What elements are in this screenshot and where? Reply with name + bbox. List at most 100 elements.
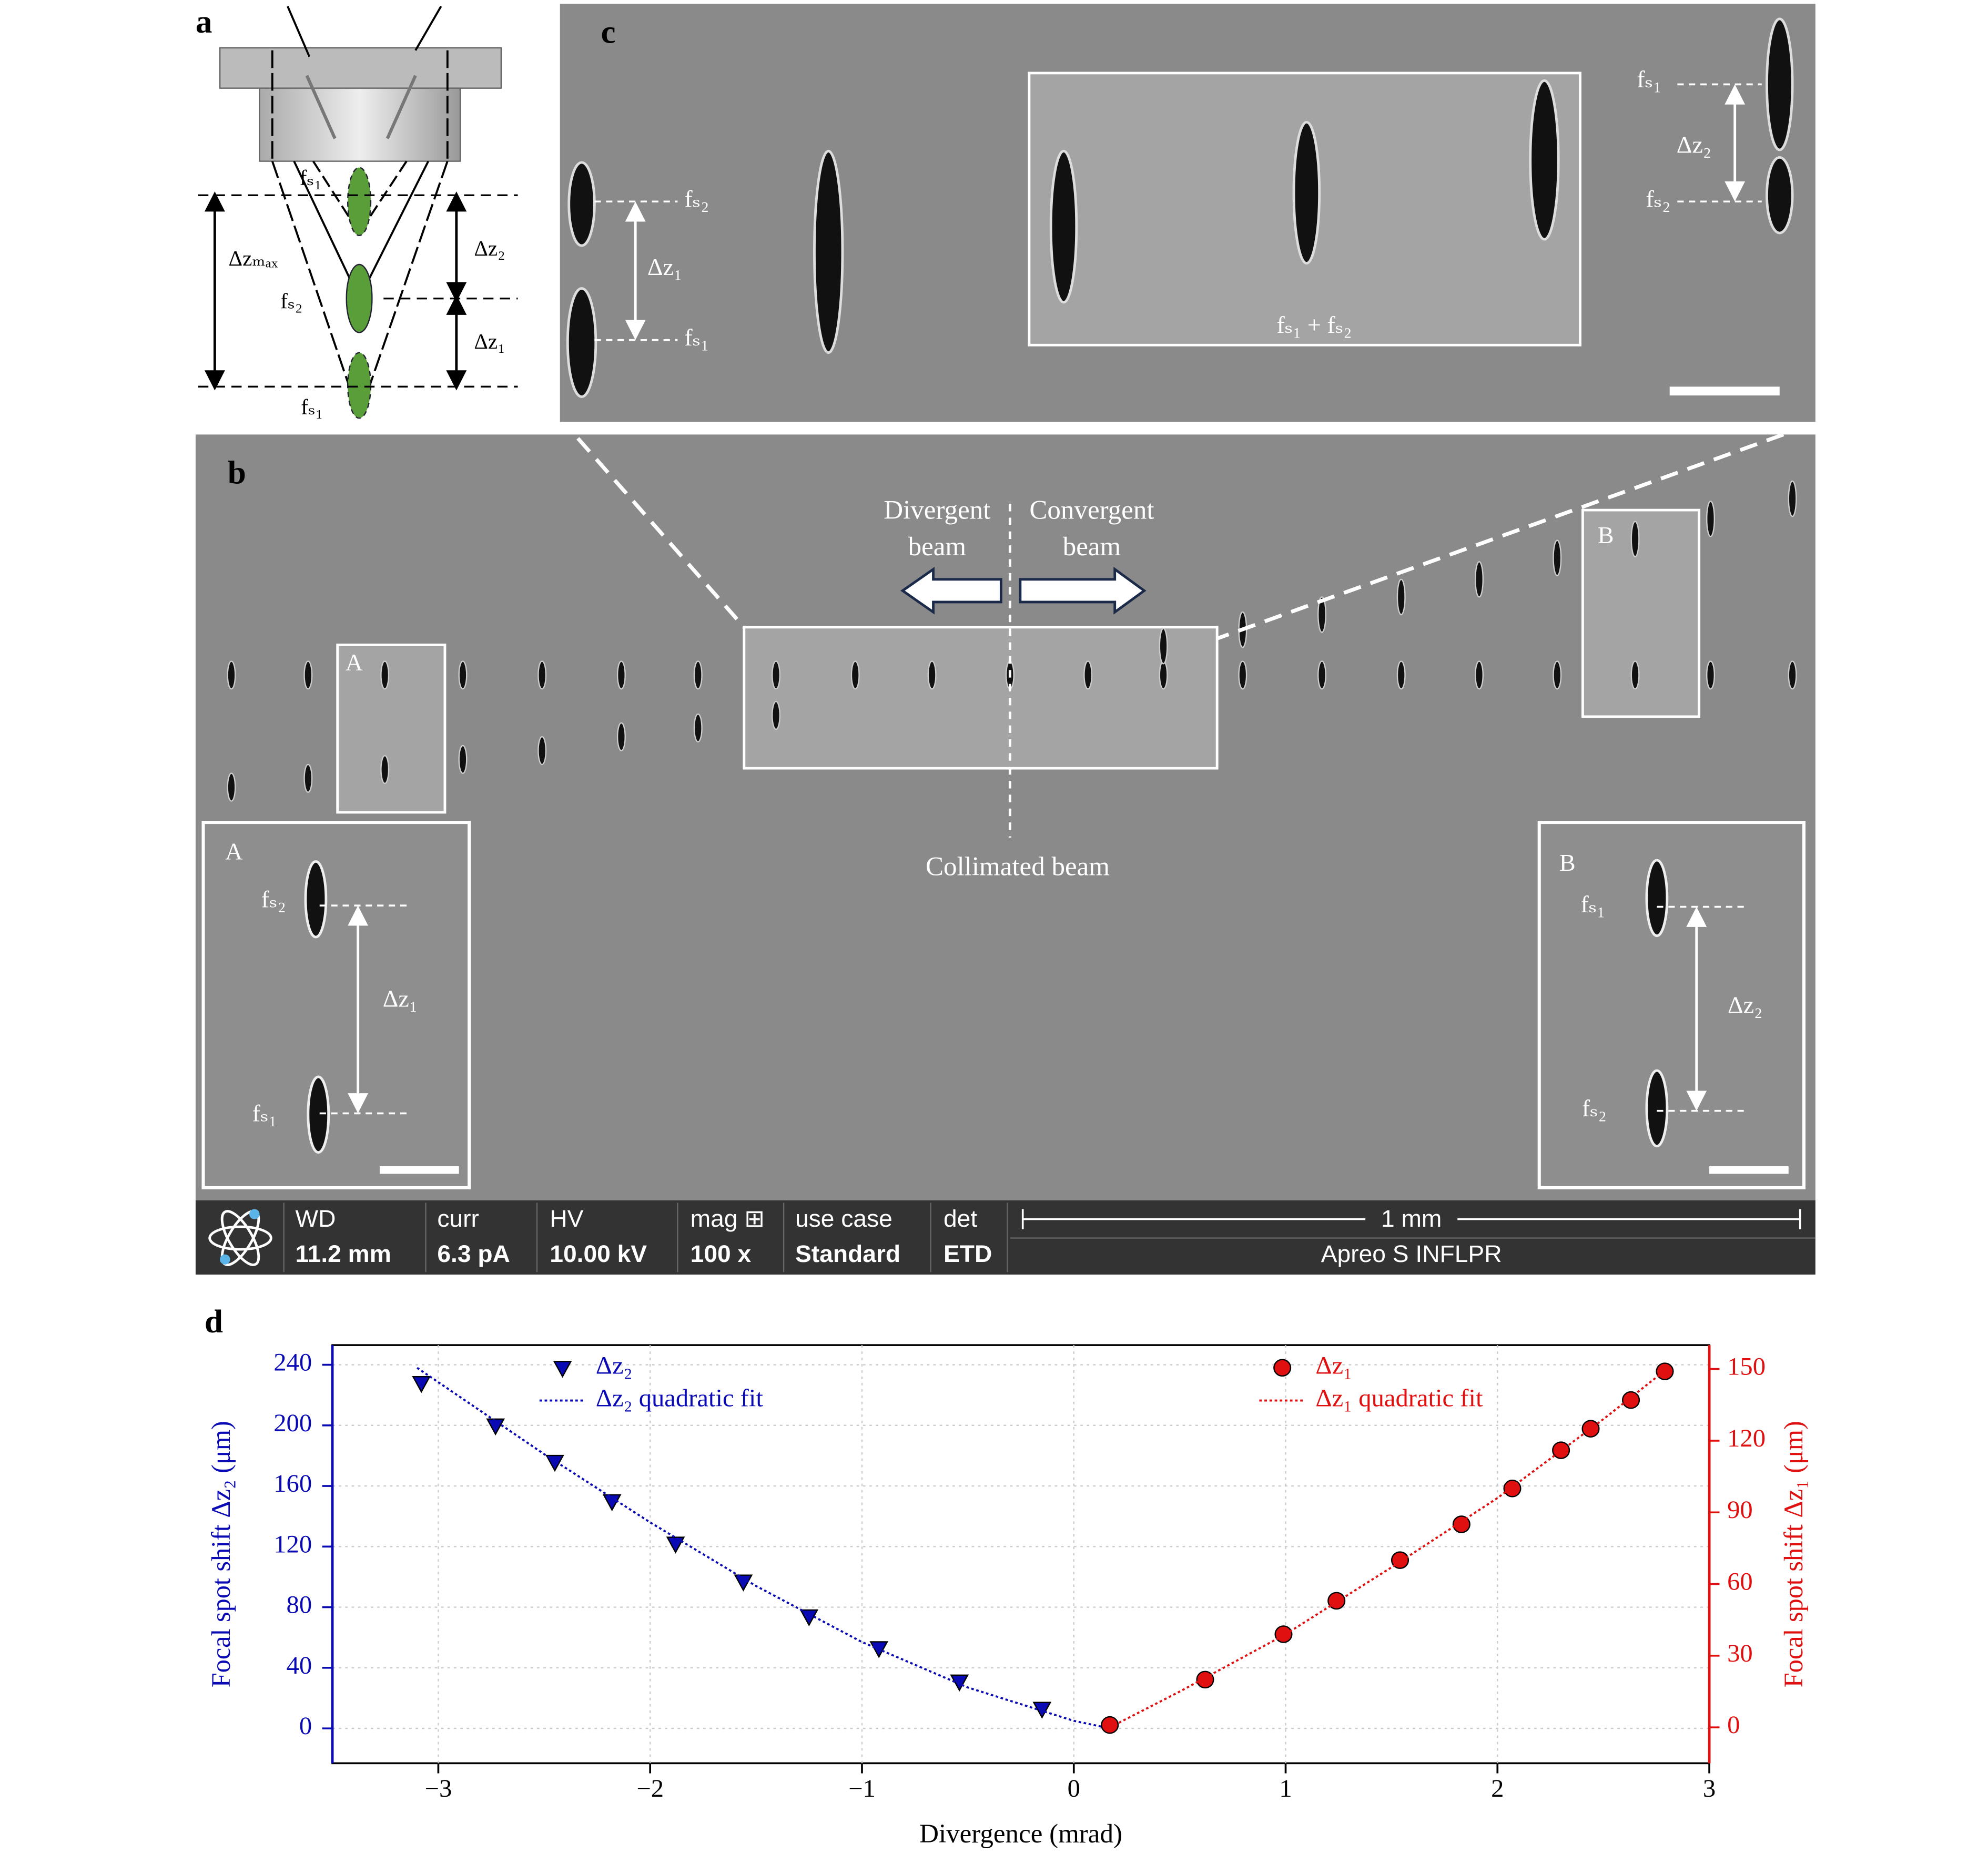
y-tick-label: 200 [273, 1409, 312, 1437]
panel-c-label: Δz₁ [647, 253, 682, 280]
hole [1706, 501, 1716, 537]
y2-tick-label: 60 [1727, 1568, 1753, 1596]
hole [1529, 79, 1560, 241]
data-point [1274, 1625, 1293, 1643]
y2-tick-label: 0 [1727, 1712, 1740, 1739]
scale-label: 1 mm [1381, 1205, 1442, 1232]
y-axis-label: Focal spot shift Δz₂ (μm) [206, 1421, 236, 1687]
panel-c-label: fₛ₂ [1646, 186, 1670, 212]
inset-b [1537, 821, 1806, 1189]
hole [1049, 150, 1078, 304]
inset-a [201, 821, 471, 1189]
inset-label: Δz₁ [383, 985, 418, 1012]
panel-c-label: fₛ₁ + fₛ₂ [1276, 312, 1352, 339]
inset-label: B [1559, 849, 1576, 876]
data-point [1622, 1391, 1640, 1409]
beam-label: Convergent [1029, 495, 1154, 525]
x-axis-label: Divergence (mrad) [919, 1819, 1122, 1848]
y-tick-label: 160 [273, 1470, 312, 1498]
hole [1475, 561, 1484, 598]
x-tick-label: −2 [636, 1775, 664, 1802]
schematic-label: Δz₁ [474, 330, 505, 354]
y-tick-label: 120 [273, 1531, 312, 1559]
info-header: det [944, 1205, 977, 1232]
hole [1766, 156, 1794, 235]
data-point [1656, 1362, 1674, 1380]
y-tick-label: 40 [287, 1652, 312, 1679]
inset-label: fₛ₂ [1582, 1095, 1607, 1122]
panel-c-label: fₛ₂ [684, 186, 709, 212]
info-header: curr [437, 1205, 479, 1232]
logo [208, 1209, 272, 1266]
legend-label: Δz₁ quadratic fit [1315, 1384, 1483, 1412]
x-tick-label: 0 [1068, 1775, 1080, 1802]
data-point [486, 1418, 505, 1436]
hole [1645, 859, 1669, 938]
y-tick-label: 80 [287, 1591, 312, 1619]
hole [566, 287, 597, 398]
panel-label: b [228, 454, 246, 491]
hole [1159, 628, 1168, 665]
legend-label: Δz₂ [596, 1352, 633, 1380]
panel-label: a [196, 4, 212, 40]
inset-label: fₛ₂ [261, 886, 286, 913]
scale-bar [379, 1166, 459, 1174]
hole [1292, 120, 1321, 265]
beam-label: beam [1063, 532, 1121, 561]
hole [1553, 660, 1562, 690]
legend-label: Δz₁ [1315, 1352, 1352, 1380]
hole [303, 763, 313, 793]
beam-label: beam [908, 532, 967, 561]
schematic-label: fₛ₂ [280, 289, 302, 313]
y2-tick-label: 30 [1727, 1639, 1753, 1667]
panel-a-schematic [198, 6, 518, 419]
box-label: B [1598, 522, 1614, 549]
hole [227, 772, 236, 802]
hole [567, 161, 596, 247]
schematic-label: Δz₂ [474, 236, 505, 260]
hole [304, 860, 328, 939]
hole [693, 713, 703, 743]
panel-b-box [743, 626, 1219, 770]
panel-label: d [205, 1303, 223, 1340]
hole [772, 700, 781, 730]
inset-guides [319, 904, 1747, 1115]
panel-c-guides [594, 83, 1762, 341]
hole [227, 660, 236, 690]
hole [693, 660, 703, 690]
panel-c-holes [566, 17, 1794, 398]
hole [1706, 660, 1716, 690]
y2-tick-label: 120 [1727, 1424, 1766, 1452]
data-point [412, 1376, 431, 1393]
legend-label: Δz₂ quadratic fit [596, 1384, 764, 1412]
hole [616, 660, 626, 690]
inset-arrows [348, 905, 1707, 1114]
beam-label: Collimated beam [926, 852, 1110, 881]
y2-axis-label: Focal spot shift Δz₁ (μm) [1779, 1421, 1808, 1687]
data-point [1391, 1551, 1409, 1569]
info-header: mag ⊞ [691, 1205, 765, 1232]
hole [1159, 660, 1168, 690]
inset-label: A [225, 838, 242, 865]
info-value: 6.3 pA [437, 1240, 510, 1267]
x-tick-label: 2 [1491, 1775, 1504, 1802]
panel-c-label: fₛ₁ [684, 324, 709, 351]
y2-tick-label: 90 [1727, 1496, 1753, 1524]
hole [1317, 660, 1327, 690]
plot [322, 1345, 1720, 1774]
y-tick-label: 0 [299, 1712, 312, 1740]
panel-b-holes [227, 480, 1797, 1154]
beam-label: Divergent [884, 495, 990, 525]
info-header: use case [795, 1205, 892, 1232]
hole [380, 660, 390, 690]
hole [1630, 660, 1640, 690]
data-point [1327, 1592, 1346, 1610]
hole [927, 660, 937, 690]
hole [1238, 660, 1247, 690]
hole [813, 150, 844, 354]
hole [458, 745, 468, 774]
info-dividers [283, 1203, 1815, 1272]
schematic-label: fₛ₁ [301, 395, 323, 419]
hole [537, 736, 547, 766]
hole [1475, 660, 1484, 690]
